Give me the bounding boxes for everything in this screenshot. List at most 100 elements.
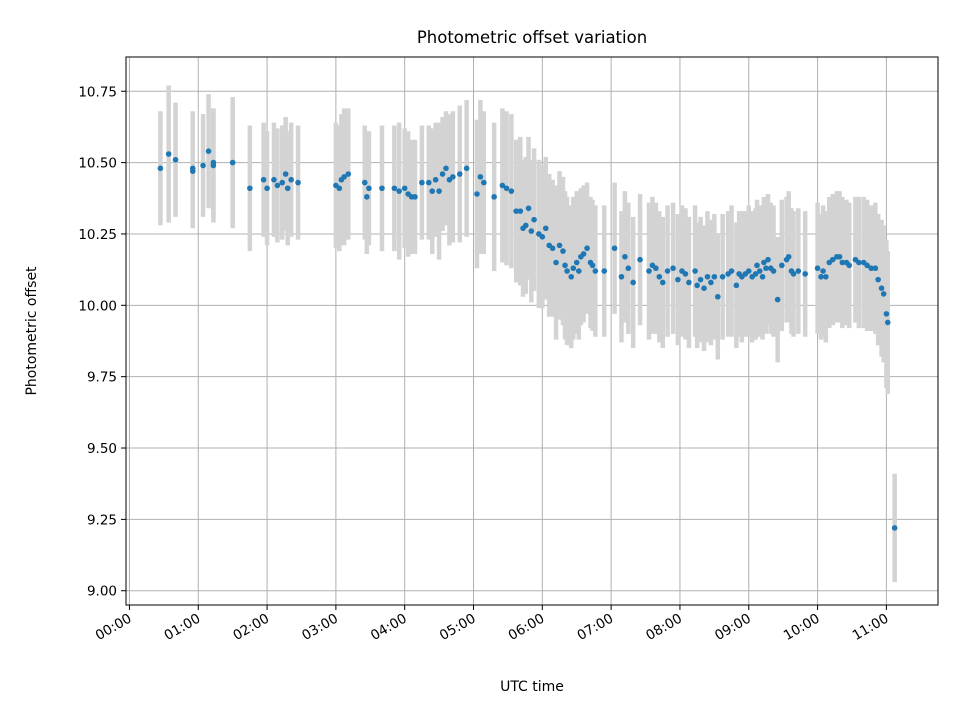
data-point (880, 291, 887, 297)
data-point (425, 179, 432, 186)
data-point (481, 179, 487, 186)
data-point (589, 262, 596, 269)
data-point (341, 174, 347, 180)
data-point (611, 245, 618, 252)
data-point (814, 265, 821, 272)
data-point (823, 273, 829, 280)
x-tick-label: 04:00 (368, 611, 410, 644)
data-point (165, 151, 172, 157)
data-point (274, 182, 281, 189)
data-point (622, 253, 628, 260)
data-point (553, 259, 559, 266)
data-point (562, 262, 568, 269)
chart-title: Photometric offset variation (417, 28, 647, 47)
data-point (778, 262, 785, 269)
y-axis: 9.00 9.25 9.50 9.75 10.00 10.25 10.50 10.75 (78, 84, 126, 600)
data-point (836, 253, 843, 260)
data-point (282, 171, 289, 177)
data-point (443, 165, 449, 172)
data-point (573, 259, 580, 266)
y-axis-label: Photometric offset (24, 266, 40, 396)
error-bars (158, 85, 897, 583)
data-point (439, 171, 446, 177)
data-point (719, 273, 726, 280)
data-point (774, 296, 781, 303)
data-point (625, 265, 632, 272)
y-tick-label: 9.00 (87, 584, 117, 600)
data-point (503, 185, 510, 192)
data-point (864, 262, 870, 269)
data-point (728, 268, 735, 274)
data-point (601, 268, 608, 274)
data-point (517, 208, 524, 214)
data-point (846, 262, 853, 269)
x-tick-label: 06:00 (506, 611, 548, 644)
data-point (499, 182, 506, 189)
x-axis: 00:00 01:00 02:00 03:00 04:00 05:00 06:00 07:00… (93, 605, 891, 644)
data-point (872, 265, 879, 272)
data-point (271, 176, 277, 183)
data-point (580, 251, 587, 257)
y-tick-label: 10.00 (78, 298, 117, 314)
data-point (883, 311, 890, 317)
data-point (733, 282, 740, 289)
data-point (336, 185, 343, 192)
data-point (675, 276, 681, 283)
y-tick-label: 10.50 (78, 156, 117, 172)
data-point (701, 285, 707, 291)
data-point (759, 273, 766, 280)
data-point (785, 253, 792, 260)
data-point (542, 225, 549, 232)
data-point (560, 248, 566, 254)
data-point (401, 185, 408, 192)
data-point (264, 185, 270, 192)
data-point (630, 279, 636, 286)
data-point (508, 188, 515, 194)
data-point (686, 279, 692, 286)
data-point (523, 222, 529, 229)
data-point (584, 245, 590, 252)
data-point (366, 185, 372, 192)
data-point (637, 256, 643, 263)
data-point (670, 265, 676, 272)
data-point (172, 156, 179, 163)
data-point (694, 282, 700, 289)
data-point (763, 265, 769, 272)
data-point (795, 268, 802, 274)
data-point (884, 319, 891, 326)
data-point (295, 179, 301, 186)
data-point (200, 162, 206, 169)
data-point (711, 273, 718, 280)
data-point (429, 188, 436, 194)
data-point (697, 276, 704, 283)
data-point (575, 268, 582, 274)
data-point (756, 268, 763, 274)
x-tick-label: 08:00 (643, 611, 685, 644)
y-tick-label: 10.25 (78, 227, 117, 243)
data-point (868, 265, 875, 272)
data-point (279, 179, 286, 186)
data-point (450, 174, 456, 180)
data-point (229, 159, 236, 166)
data-point (419, 179, 425, 186)
data-point (432, 176, 439, 183)
data-point (205, 148, 212, 154)
y-tick-label: 9.25 (87, 512, 117, 528)
data-point (878, 285, 885, 291)
data-point (829, 256, 836, 263)
x-tick-label: 01:00 (162, 611, 204, 644)
data-point (752, 271, 759, 277)
data-point (754, 262, 760, 269)
data-point (790, 271, 797, 277)
x-tick-label: 10:00 (781, 611, 823, 644)
data-point (345, 171, 352, 177)
x-tick-label: 02:00 (230, 611, 272, 644)
data-point (288, 176, 294, 183)
data-point (396, 188, 402, 194)
data-point (463, 165, 470, 172)
data-points (157, 148, 898, 531)
y-tick-label: 9.75 (87, 370, 117, 386)
data-point (802, 271, 808, 277)
data-point (856, 259, 862, 266)
data-point (549, 245, 556, 252)
